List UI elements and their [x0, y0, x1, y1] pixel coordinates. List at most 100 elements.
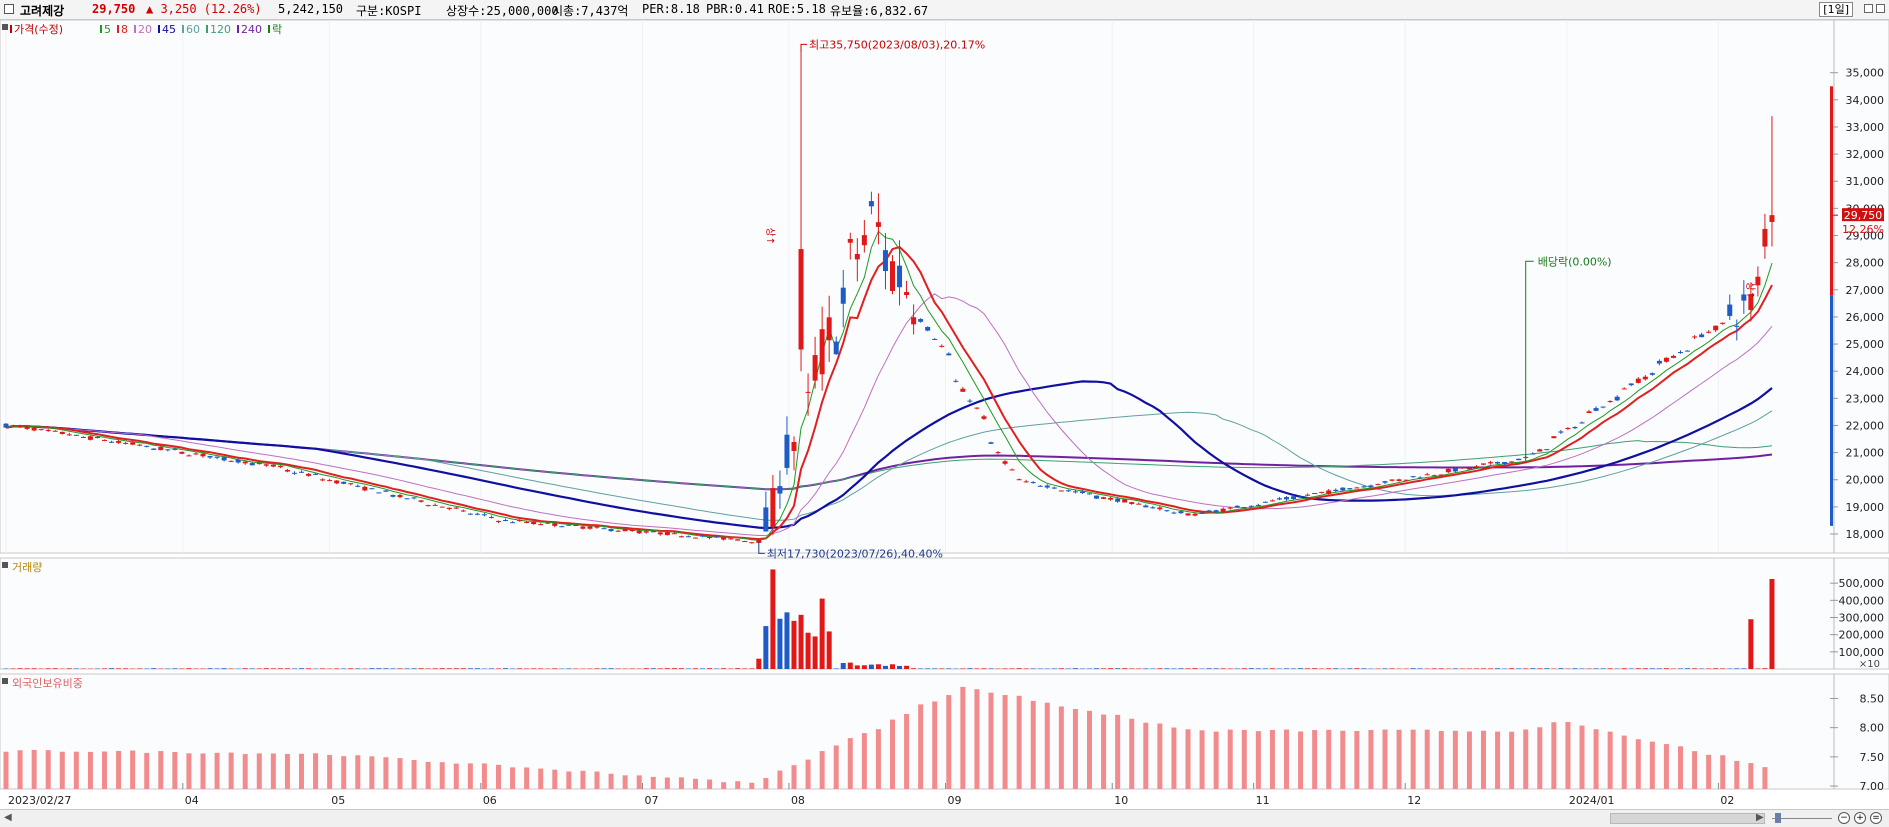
close-button[interactable]	[1876, 4, 1885, 13]
candle-body	[946, 354, 951, 356]
candle-body	[130, 442, 135, 444]
foreign-bar	[1594, 729, 1599, 789]
high-annotation: 최고35,750(2023/08/03),20.17%	[809, 38, 985, 51]
candle-body	[510, 522, 515, 523]
zoom-fit-icon[interactable]: =	[1870, 812, 1882, 824]
zoom-slider-track[interactable]	[1772, 818, 1832, 819]
legend-swatch	[182, 25, 184, 33]
foreign-bar	[1368, 730, 1373, 789]
volume-bar	[735, 668, 740, 669]
candle-body	[1284, 497, 1289, 499]
volume-bar	[1523, 668, 1528, 669]
scroll-thumb[interactable]	[1610, 813, 1765, 824]
foreign-bar	[1354, 731, 1359, 789]
candle-body	[503, 520, 508, 521]
volume-bar	[869, 665, 874, 669]
candle-body	[1509, 461, 1514, 462]
scroll-right-icon[interactable]: ▶	[1756, 812, 1764, 823]
candle-body	[229, 461, 234, 462]
candle-body	[989, 442, 994, 444]
candle-body	[1565, 428, 1570, 429]
candle-body	[1024, 481, 1029, 482]
candle-body	[862, 235, 867, 245]
candle-body	[1629, 383, 1634, 385]
header-checkbox[interactable]	[4, 4, 14, 14]
candle-body	[1383, 481, 1388, 483]
volume-bar	[1052, 668, 1057, 669]
candle-body	[827, 317, 832, 340]
stock-chart[interactable]: 18,00019,00020,00021,00022,00023,00024,0…	[0, 20, 1889, 809]
candle-body	[559, 526, 564, 527]
candle-body	[1685, 351, 1690, 352]
candle-body	[1178, 511, 1183, 513]
legend-swatch	[158, 25, 160, 33]
foreign-bar	[74, 752, 79, 789]
candle-body	[1080, 492, 1085, 493]
candle-body	[383, 490, 388, 491]
candle-body	[137, 445, 142, 446]
candle-body	[355, 486, 360, 487]
volume-bar	[447, 668, 452, 669]
foreign-bar	[1706, 755, 1711, 789]
candle-body	[1594, 408, 1599, 411]
volume-bar	[1157, 668, 1162, 669]
volume-bar	[1537, 668, 1542, 669]
candle-body	[454, 508, 459, 509]
legend-swatch	[10, 25, 12, 33]
foreign-bar	[383, 757, 388, 789]
foreign-bar	[1481, 731, 1486, 789]
foreign-bar	[1242, 730, 1247, 789]
foreign-bar	[707, 780, 712, 789]
candle-body	[996, 452, 1001, 453]
candle-body	[1361, 486, 1366, 487]
foreign-bar	[158, 751, 163, 789]
foreign-bar	[496, 765, 501, 789]
foreign-bar	[398, 758, 403, 789]
candle-body	[60, 432, 65, 434]
restore-button[interactable]	[1864, 4, 1873, 13]
candle-body	[1122, 499, 1127, 502]
range-bar-up	[1830, 86, 1833, 295]
zoom-out-icon[interactable]: −	[1838, 812, 1850, 824]
zoom-in-icon[interactable]: +	[1854, 812, 1866, 824]
period-selector[interactable]: [1일]	[1819, 2, 1853, 17]
volume-bar	[271, 668, 276, 669]
volume-bar	[693, 668, 698, 669]
candle-body	[573, 525, 578, 526]
volume-bar	[981, 668, 986, 669]
volume-bar	[904, 666, 909, 669]
candle-body	[545, 523, 550, 524]
candle-body	[1657, 361, 1662, 364]
candle-body	[1481, 463, 1486, 464]
candle-body	[1467, 468, 1472, 469]
candle-body	[1207, 510, 1212, 511]
foreign-bar	[1115, 715, 1120, 789]
zoom-slider-knob[interactable]	[1775, 813, 1781, 823]
legend-ma-락: 락	[272, 23, 282, 36]
volume-tick-label: 200,000	[1839, 629, 1885, 642]
volume-bar	[405, 668, 410, 669]
candle-body	[1537, 449, 1542, 451]
candle-body	[95, 437, 100, 438]
candle-body	[609, 529, 614, 531]
volume-bar	[215, 668, 220, 669]
candle-body	[32, 428, 37, 431]
candle-body	[658, 532, 663, 534]
volume-bar	[1263, 668, 1268, 669]
candle-body	[1326, 490, 1331, 493]
scroll-left-icon[interactable]: ◀	[4, 812, 12, 823]
volume-bar	[1207, 668, 1212, 669]
foreign-bar	[88, 752, 93, 789]
volume-unit: ×10	[1859, 659, 1880, 670]
volume-bar	[1249, 668, 1254, 669]
legend-ma-120: 120	[210, 23, 231, 36]
horizontal-scrollbar[interactable]: ◀ ▶ − + =	[0, 809, 1889, 827]
volume-bar	[630, 668, 635, 669]
candle-body	[1052, 488, 1057, 489]
foreign-bar	[1425, 730, 1430, 789]
candle-body	[151, 449, 156, 450]
volume-bar	[1024, 668, 1029, 669]
stock-roe: ROE:5.18	[768, 2, 826, 16]
x-tick-label: 08	[791, 794, 805, 807]
candle-body	[201, 454, 206, 457]
